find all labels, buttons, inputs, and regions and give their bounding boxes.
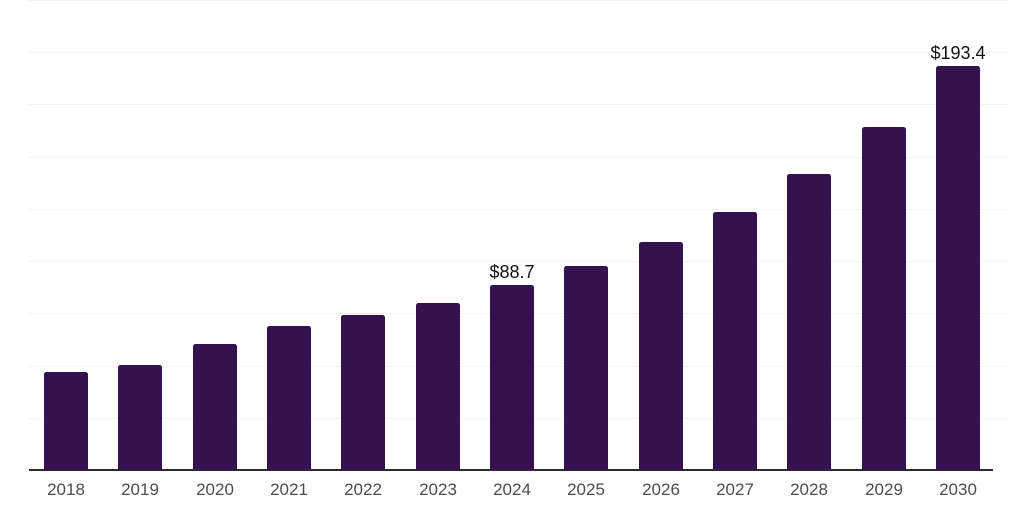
x-tick-label: 2022 [344, 480, 382, 499]
bar-2030 [936, 66, 980, 470]
bar-2029 [862, 127, 906, 470]
bar-2020 [193, 344, 237, 470]
gridline [29, 52, 1008, 53]
gridline [29, 104, 1008, 105]
gridline [29, 261, 1008, 262]
x-tick-label: 2024 [493, 480, 531, 499]
bar-2027 [713, 212, 757, 470]
value-label-2030: $193.4 [930, 43, 986, 63]
x-tick-label: 2023 [419, 480, 457, 499]
x-tick-label: 2026 [642, 480, 680, 499]
gridline [29, 0, 1008, 1]
x-tick-label: 2019 [121, 480, 159, 499]
x-tick-label: 2020 [196, 480, 234, 499]
bar-2026 [639, 242, 683, 470]
x-tick-label: 2028 [790, 480, 828, 499]
gridline [29, 209, 1008, 210]
x-tick-label: 2027 [716, 480, 754, 499]
bar-2018 [44, 372, 88, 470]
bar-2025 [564, 265, 608, 470]
x-tick-label: 2018 [47, 480, 85, 499]
value-label-2024: $88.7 [489, 261, 535, 282]
bar-2024 [490, 284, 534, 470]
x-tick-label: 2030 [939, 480, 977, 499]
bar-2019 [118, 364, 162, 470]
x-tick-label: 2025 [567, 480, 605, 499]
gridline [29, 157, 1008, 158]
x-tick-label: 2021 [270, 480, 308, 499]
bar-2028 [787, 174, 831, 470]
bar-2022 [341, 315, 385, 470]
x-tick-label: 2029 [865, 480, 903, 499]
bar-2023 [416, 303, 460, 470]
plot-area: $88.7 $193.4 [29, 0, 1008, 471]
bar-2021 [267, 326, 311, 470]
